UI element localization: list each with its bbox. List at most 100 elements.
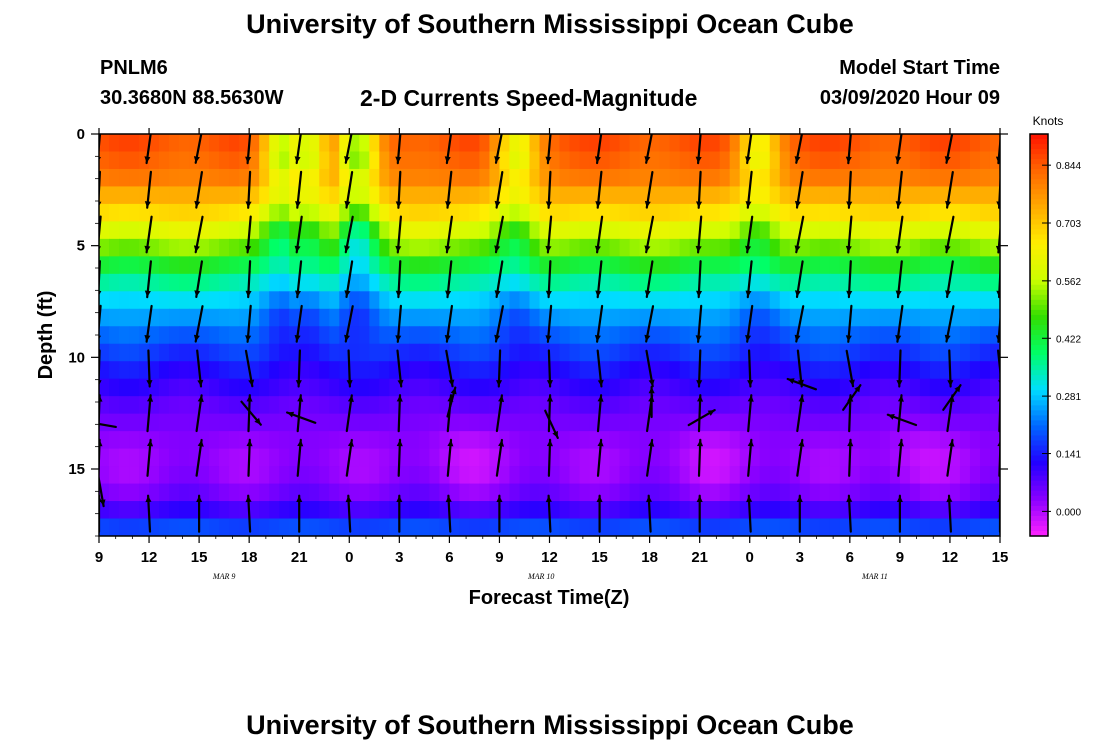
- heat-cell: [219, 343, 230, 362]
- heat-cell: [169, 343, 180, 362]
- heat-cell: [529, 361, 541, 380]
- heat-cell: [239, 273, 250, 292]
- heat-cell: [949, 361, 961, 380]
- heat-cell: [769, 361, 781, 380]
- heat-cell: [559, 273, 571, 292]
- heat-cell: [889, 501, 901, 520]
- heat-cell: [229, 186, 240, 205]
- heat-cell: [839, 466, 851, 485]
- current-arrow: [295, 170, 303, 209]
- heat-cell: [739, 256, 751, 275]
- colorbar-band: [1030, 440, 1048, 447]
- heat-cell: [459, 361, 471, 380]
- heat-cell: [639, 238, 651, 257]
- heat-cell: [239, 343, 250, 362]
- colorbar-band: [1030, 460, 1048, 467]
- colorbar-band: [1030, 294, 1048, 301]
- heat-cell: [99, 483, 110, 502]
- heat-cell: [179, 431, 190, 450]
- heat-cell: [919, 308, 931, 327]
- heat-cell: [689, 343, 701, 362]
- heat-cell: [329, 186, 340, 205]
- colorbar-unit-label: Knots: [1033, 114, 1064, 128]
- arrow-head: [193, 156, 200, 163]
- heat-cell: [169, 501, 180, 520]
- heat-cell: [819, 448, 831, 467]
- heat-cell: [369, 256, 380, 275]
- heat-cell: [269, 431, 280, 450]
- arrow-head: [450, 387, 457, 395]
- arrow-head: [245, 156, 252, 164]
- heat-cell: [189, 221, 200, 240]
- colorbar-band: [1030, 475, 1048, 482]
- heat-cell: [389, 221, 400, 240]
- heat-cell: [499, 308, 511, 327]
- current-arrow: [245, 134, 252, 165]
- heat-cell: [959, 221, 971, 240]
- current-arrow: [196, 349, 204, 388]
- heat-cell: [989, 448, 1000, 467]
- heat-cell: [679, 186, 691, 205]
- heat-cell: [319, 466, 330, 485]
- heat-cell: [119, 256, 130, 275]
- heat-cell: [509, 361, 521, 380]
- heat-cell: [319, 518, 330, 536]
- heat-cell: [629, 501, 641, 520]
- heat-cell: [559, 413, 571, 432]
- arrow-head: [707, 410, 715, 416]
- heat-cell: [799, 238, 811, 257]
- heat-cell: [199, 326, 210, 345]
- heat-cell: [809, 203, 821, 222]
- current-arrow: [196, 494, 203, 533]
- heat-cell: [529, 466, 541, 485]
- arrow-head: [396, 395, 403, 402]
- heat-cell: [649, 361, 661, 380]
- heat-cell: [589, 151, 601, 170]
- heat-cell: [379, 238, 390, 257]
- heat-cell: [249, 413, 260, 432]
- heat-cell: [169, 378, 180, 397]
- heat-cell: [909, 238, 921, 257]
- heat-cell: [469, 413, 481, 432]
- heat-cell: [149, 134, 160, 153]
- heat-cell: [139, 518, 150, 536]
- heat-cell: [439, 151, 450, 170]
- heat-cell: [549, 168, 561, 188]
- heat-cell: [469, 186, 481, 205]
- heat-cell: [539, 203, 551, 222]
- heat-cell: [349, 308, 360, 327]
- heat-cell: [849, 396, 861, 415]
- heat-cell: [669, 273, 681, 292]
- heat-cell: [529, 413, 541, 432]
- heat-cell: [669, 326, 681, 345]
- heat-cell: [339, 291, 350, 310]
- colorbar-band: [1030, 435, 1048, 442]
- heat-cell: [479, 431, 491, 450]
- heat-cell: [609, 326, 621, 345]
- heat-cell: [919, 203, 931, 222]
- heat-cell: [239, 483, 250, 502]
- heat-cell: [449, 396, 460, 415]
- heat-cell: [829, 448, 841, 467]
- heat-cell: [489, 501, 501, 520]
- heat-cell: [319, 203, 330, 222]
- heat-cell: [699, 501, 711, 520]
- current-arrow: [696, 349, 703, 388]
- heat-cell: [519, 221, 531, 240]
- heat-cell: [219, 273, 230, 292]
- arrow-head: [897, 439, 904, 447]
- heat-cell: [179, 221, 190, 240]
- heat-cell: [749, 466, 761, 485]
- heat-cell: [649, 308, 661, 327]
- arrow-head: [396, 439, 403, 447]
- heat-cell: [479, 448, 491, 467]
- x-tick-label: 0: [746, 549, 754, 566]
- heat-cell: [559, 221, 571, 240]
- heat-cell: [479, 273, 491, 292]
- heat-cell: [469, 396, 481, 415]
- heat-cell: [649, 134, 661, 153]
- heat-cell: [259, 518, 270, 536]
- arrow-head: [846, 201, 853, 208]
- heat-cell: [839, 291, 851, 310]
- heat-cell: [439, 291, 450, 310]
